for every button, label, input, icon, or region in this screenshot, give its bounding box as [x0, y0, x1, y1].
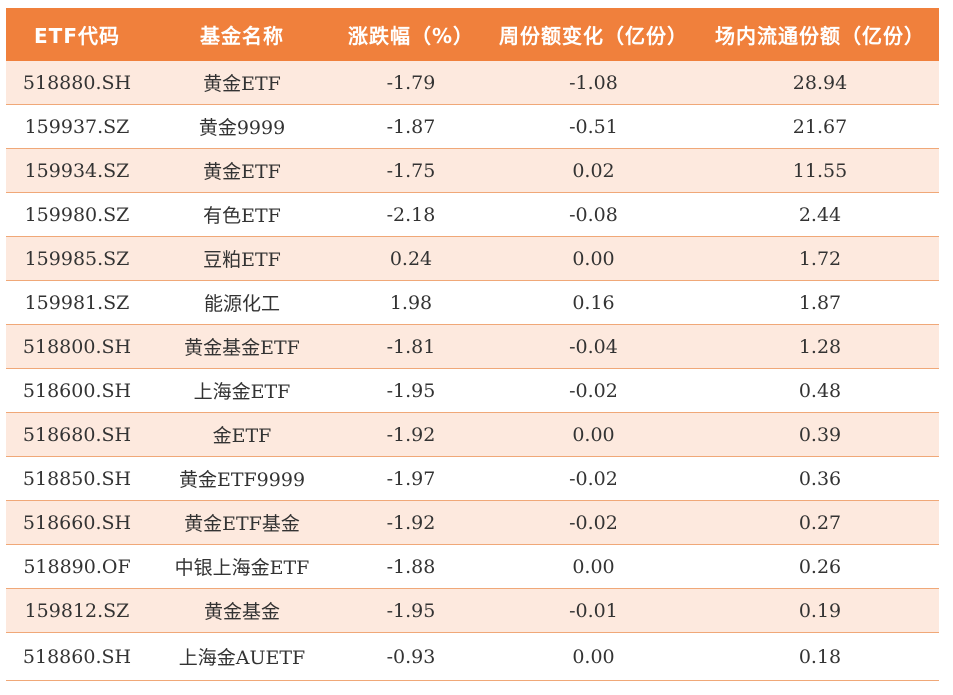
etf-table: ETF代码 基金名称 涨跌幅（%） 周份额变化（亿份） 场内流通份额（亿份） 5…	[6, 8, 939, 681]
cell-circulating-shares: 1.87	[798, 291, 842, 314]
cell-etf-code: 159937.SZ	[24, 115, 130, 138]
cell-fund-name: 黄金ETF基金	[184, 513, 300, 535]
cell-circulating-shares: 21.67	[792, 115, 848, 138]
cell-etf-code: 518800.SH	[22, 335, 132, 358]
table-row: 159934.SZ 黄金ETF -1.75 0.02 11.55	[6, 149, 939, 193]
table-row: 518890.OF 中银上海金ETF -1.88 0.00 0.26	[6, 545, 939, 589]
cell-change-pct: -1.88	[386, 555, 436, 578]
cell-etf-code: 518680.SH	[22, 423, 132, 446]
cell-etf-code: 159934.SZ	[24, 159, 130, 182]
table-header-row: ETF代码 基金名称 涨跌幅（%） 周份额变化（亿份） 场内流通份额（亿份）	[6, 8, 939, 61]
cell-fund-name: 黄金9999	[198, 117, 286, 139]
cell-change-pct: -1.79	[386, 71, 436, 94]
cell-etf-code: 518600.SH	[22, 379, 132, 402]
cell-change-pct: -1.87	[386, 115, 436, 138]
cell-fund-name: 黄金ETF	[203, 161, 281, 183]
cell-circulating-shares: 28.94	[792, 71, 848, 94]
cell-fund-name: 黄金ETF	[203, 73, 281, 95]
cell-change-pct: -1.95	[386, 599, 436, 622]
cell-etf-code: 518860.SH	[22, 645, 132, 668]
cell-circulating-shares: 0.19	[798, 599, 842, 622]
header-weekly-share-change: 周份额变化（亿份）	[499, 24, 688, 48]
cell-fund-name: 黄金基金	[203, 601, 280, 623]
cell-change-pct: -1.75	[386, 159, 436, 182]
cell-fund-name: 上海金AUETF	[178, 647, 306, 669]
cell-weekly-share-change: -0.04	[569, 335, 618, 358]
cell-fund-name: 金ETF	[212, 425, 272, 447]
cell-etf-code: 159980.SZ	[24, 203, 130, 226]
cell-weekly-share-change: -0.08	[569, 203, 618, 226]
cell-weekly-share-change: 0.00	[572, 555, 615, 578]
table-row: 518680.SH 金ETF -1.92 0.00 0.39	[6, 413, 939, 457]
cell-etf-code: 159981.SZ	[24, 291, 130, 314]
cell-fund-name: 能源化工	[203, 293, 280, 315]
cell-weekly-share-change: -0.02	[569, 467, 618, 490]
cell-weekly-share-change: 0.00	[572, 423, 615, 446]
cell-fund-name: 中银上海金ETF	[174, 557, 310, 579]
cell-fund-name: 有色ETF	[203, 205, 281, 227]
cell-weekly-share-change: -0.02	[569, 379, 618, 402]
cell-circulating-shares: 0.27	[798, 511, 842, 534]
cell-weekly-share-change: -0.51	[569, 115, 618, 138]
cell-circulating-shares: 0.39	[798, 423, 842, 446]
table-row: 518860.SH 上海金AUETF -0.93 0.00 0.18	[6, 633, 939, 681]
cell-weekly-share-change: 0.00	[572, 645, 615, 668]
table-row: 518880.SH 黄金ETF -1.79 -1.08 28.94	[6, 61, 939, 105]
cell-fund-name: 豆粕ETF	[203, 249, 281, 271]
cell-change-pct: -1.92	[386, 511, 436, 534]
cell-weekly-share-change: -0.02	[569, 511, 618, 534]
cell-change-pct: -1.81	[386, 335, 436, 358]
cell-weekly-share-change: 0.00	[572, 247, 615, 270]
cell-change-pct: 0.24	[389, 247, 433, 270]
table-row: 518600.SH 上海金ETF -1.95 -0.02 0.48	[6, 369, 939, 413]
header-fund-name: 基金名称	[200, 24, 284, 48]
header-change-pct: 涨跌幅（%）	[347, 24, 475, 48]
cell-change-pct: -1.97	[386, 467, 436, 490]
cell-etf-code: 518850.SH	[22, 467, 132, 490]
cell-weekly-share-change: 0.02	[572, 159, 615, 182]
table-row: 159812.SZ 黄金基金 -1.95 -0.01 0.19	[6, 589, 939, 633]
table-row: 159985.SZ 豆粕ETF 0.24 0.00 1.72	[6, 237, 939, 281]
cell-change-pct: -1.95	[386, 379, 436, 402]
cell-change-pct: -1.92	[386, 423, 436, 446]
cell-circulating-shares: 11.55	[792, 159, 848, 182]
cell-weekly-share-change: -0.01	[569, 599, 618, 622]
cell-change-pct: -0.93	[386, 645, 436, 668]
cell-circulating-shares: 0.26	[798, 555, 842, 578]
cell-circulating-shares: 1.72	[798, 247, 842, 270]
cell-etf-code: 518880.SH	[22, 71, 132, 94]
cell-circulating-shares: 0.18	[798, 645, 842, 668]
table-row: 518850.SH 黄金ETF9999 -1.97 -0.02 0.36	[6, 457, 939, 501]
cell-change-pct: 1.98	[389, 291, 433, 314]
table-row: 518660.SH 黄金ETF基金 -1.92 -0.02 0.27	[6, 501, 939, 545]
table-row: 518800.SH 黄金基金ETF -1.81 -0.04 1.28	[6, 325, 939, 369]
cell-etf-code: 159812.SZ	[24, 599, 130, 622]
cell-fund-name: 黄金基金ETF	[184, 337, 300, 359]
cell-fund-name: 黄金ETF9999	[178, 469, 306, 491]
header-etf-code: ETF代码	[34, 24, 120, 48]
table-row: 159937.SZ 黄金9999 -1.87 -0.51 21.67	[6, 105, 939, 149]
cell-circulating-shares: 0.36	[798, 467, 842, 490]
cell-change-pct: -2.18	[386, 203, 436, 226]
cell-circulating-shares: 2.44	[798, 203, 842, 226]
table-row: 159981.SZ 能源化工 1.98 0.16 1.87	[6, 281, 939, 325]
cell-circulating-shares: 1.28	[798, 335, 842, 358]
cell-weekly-share-change: -1.08	[569, 71, 618, 94]
table-row: 159980.SZ 有色ETF -2.18 -0.08 2.44	[6, 193, 939, 237]
cell-fund-name: 上海金ETF	[193, 381, 291, 403]
cell-etf-code: 518660.SH	[22, 511, 132, 534]
cell-weekly-share-change: 0.16	[572, 291, 615, 314]
header-circulating-shares: 场内流通份额（亿份）	[715, 24, 925, 48]
cell-etf-code: 518890.OF	[23, 555, 131, 578]
cell-etf-code: 159985.SZ	[24, 247, 130, 270]
cell-circulating-shares: 0.48	[798, 379, 842, 402]
